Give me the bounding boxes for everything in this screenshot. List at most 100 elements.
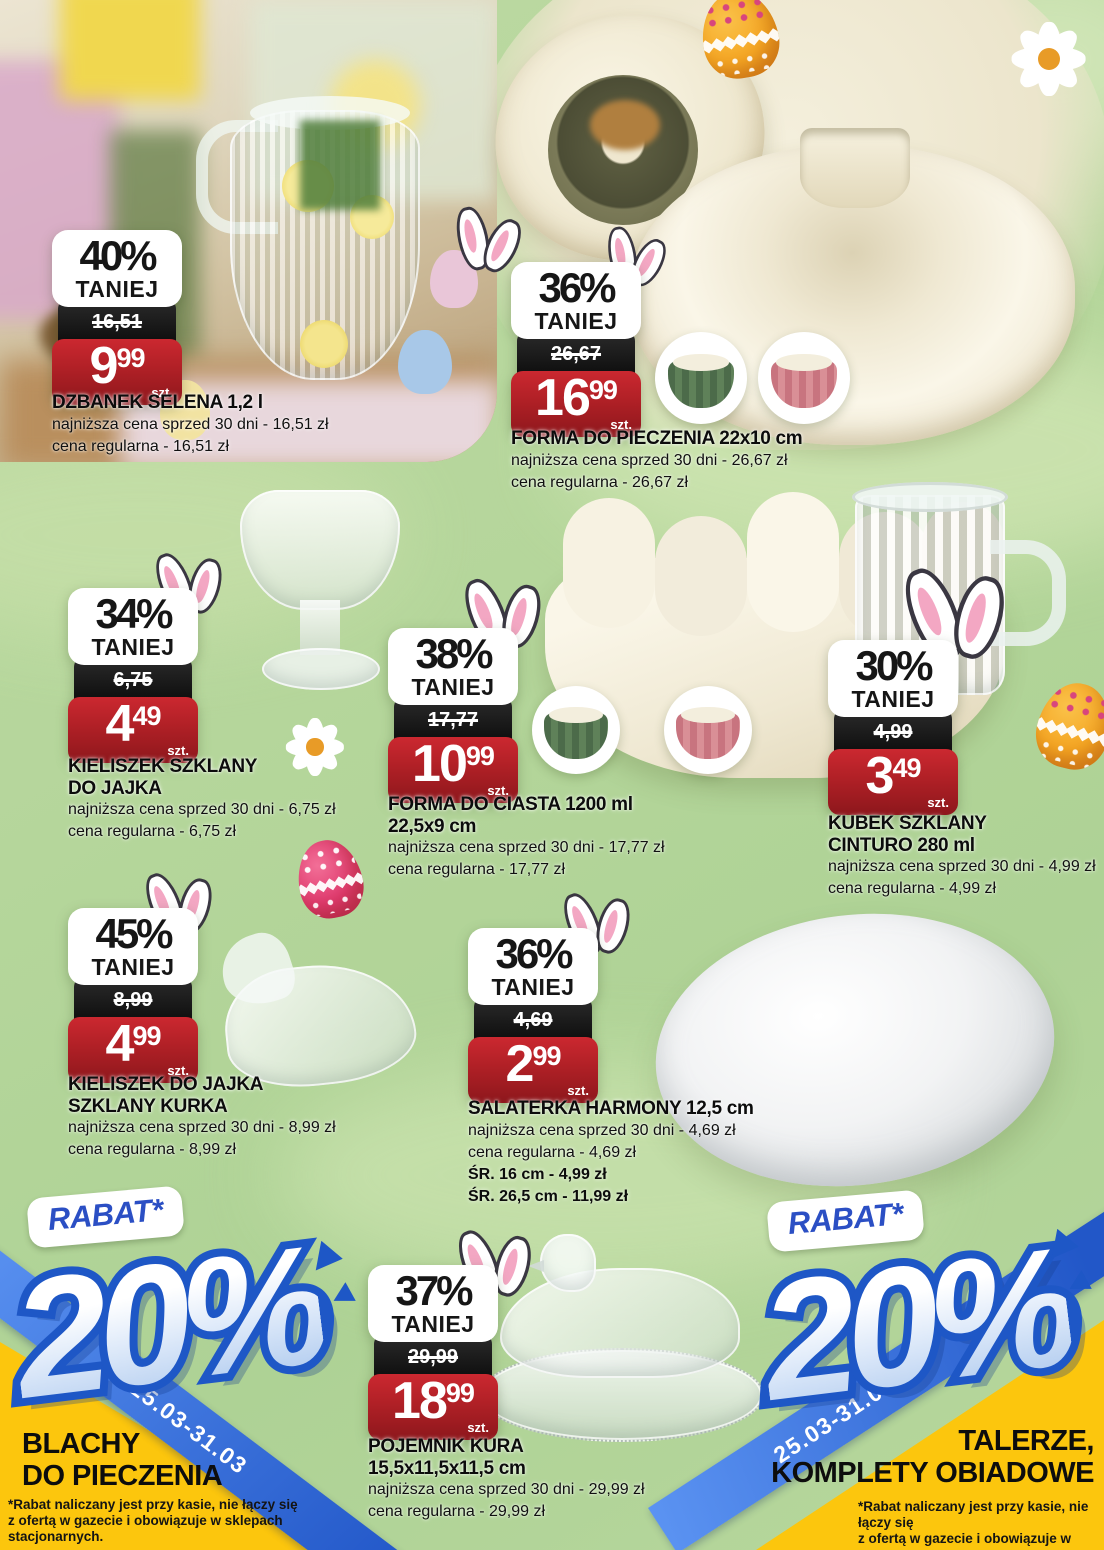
promo-percent-right: 20% 20% <box>744 1204 1087 1444</box>
discount-card: 36% TANIEJ <box>468 928 598 1005</box>
size-price-note: ŚR. 26,5 cm - 11,99 zł <box>468 1187 629 1205</box>
photo-mint-leaves <box>300 120 380 210</box>
old-price-value: 17,77 <box>427 708 479 731</box>
disclaimer-line: z ofertą w gazecie i obowiązuje w sklepa… <box>858 1531 1072 1550</box>
disclaimer-line: *Rabat naliczany jest przy kasie, nie łą… <box>8 1497 298 1512</box>
photo-daffodil-flower <box>60 0 200 100</box>
promo-percent-left: 20% 20% <box>0 1202 339 1442</box>
price-zl: 18 <box>392 1371 448 1430</box>
discount-word: TANIEJ <box>411 673 495 700</box>
discount-percent: 40% <box>79 232 157 279</box>
discount-word: TANIEJ <box>91 953 175 980</box>
cake-form-lobe <box>655 516 748 636</box>
discount-word: TANIEJ <box>91 633 175 660</box>
product-name: KIELISZEK SZKLANY <box>68 756 258 777</box>
discount-word: TANIEJ <box>851 685 935 712</box>
category-line: BLACHY <box>22 1428 140 1460</box>
discount-word: TANIEJ <box>75 275 159 302</box>
discount-card: 34% TANIEJ <box>68 588 198 665</box>
discount-badge-forma-ciasta: 38% TANIEJ 17,77 10 99 szt. <box>388 628 518 804</box>
product-info-kurka: KIELISZEK DO JAJKA SZKLANY KURKA najniżs… <box>68 1074 388 1161</box>
old-price-value: 4,69 <box>513 1008 553 1031</box>
bundt-pink-inset <box>758 332 850 424</box>
green-flute <box>667 353 735 409</box>
easter-egg-decor <box>290 834 370 924</box>
price-gr: 49 <box>892 752 921 783</box>
cake-form-pink-inset <box>664 686 752 774</box>
price-zl: 4 <box>105 694 135 753</box>
old-price-value: 8,99 <box>113 988 153 1011</box>
regular-price-note: cena regularna - 26,67 zł <box>511 473 688 491</box>
price-gr: 99 <box>445 1377 475 1408</box>
bundt-green-inset <box>655 332 747 424</box>
egg-cup-photo-bowl <box>240 490 400 610</box>
disclaimer-line: z ofertą w gazecie i obowiązuje w sklepa… <box>8 1513 283 1529</box>
category-line: DO PIECZENIA <box>22 1460 223 1493</box>
product-name: 15,5x11,5x11,5 cm <box>368 1457 526 1479</box>
product-info-forma-pieczenia: FORMA DO PIECZENIA 22x10 cm najniższa ce… <box>511 428 931 494</box>
discount-percent: 38% <box>415 630 493 677</box>
daisy-center <box>1037 47 1061 71</box>
product-info-dzbanek: DZBANEK SELENA 1,2 l najniższa cena sprz… <box>52 392 482 458</box>
lowest-price-note: najniższa cena sprzed 30 dni - 4,69 zł <box>468 1121 736 1139</box>
old-price-value: 4,99 <box>873 720 913 743</box>
hen-container-photo <box>470 1234 770 1448</box>
cake-form-lobe <box>747 492 840 632</box>
product-name: DO JAJKA <box>68 777 162 799</box>
regular-price-note: cena regularna - 8,99 zł <box>68 1141 237 1159</box>
discount-card: 36% TANIEJ <box>511 262 641 339</box>
discount-badge-kieliszek: 34% TANIEJ 6,75 4 49 szt. <box>68 588 198 764</box>
price-zl: 10 <box>412 734 468 793</box>
discount-card: 40% TANIEJ <box>52 230 182 307</box>
lowest-price-note: najniższa cena sprzed 30 dni - 6,75 zł <box>68 801 336 819</box>
green-flute <box>544 706 608 760</box>
discount-percent: 36% <box>495 930 573 977</box>
discount-card: 38% TANIEJ <box>388 628 518 705</box>
regular-price-note: cena regularna - 4,69 zł <box>468 1143 637 1161</box>
daisy-decor <box>1012 22 1086 96</box>
product-name: 22,5x9 cm <box>388 815 477 837</box>
discount-word: TANIEJ <box>391 1310 475 1337</box>
lowest-price-note: najniższa cena sprzed 30 dni - 29,99 zł <box>368 1481 645 1499</box>
price-zl: 3 <box>865 746 895 805</box>
rabat-label: RABAT* <box>786 1196 905 1241</box>
discount-badge-forma-pieczenia: 36% TANIEJ 26,67 16 99 szt. <box>511 262 641 438</box>
discount-badge-kurka: 45% TANIEJ 8,99 4 99 szt. <box>68 908 198 1084</box>
price-gr: 99 <box>116 342 145 373</box>
daisy-decor <box>286 718 344 776</box>
current-price: 4 49 szt. <box>68 694 198 764</box>
product-name: SALATERKA HARMONY 12,5 cm <box>468 1098 754 1119</box>
current-price: 9 99 szt. <box>52 338 182 406</box>
discount-card: 45% TANIEJ <box>68 908 198 985</box>
bundt-pan-tube <box>800 128 910 208</box>
discount-badge-dzbanek: 40% TANIEJ 16,51 9 99 szt. <box>52 230 182 406</box>
cake-form-green-inset <box>532 686 620 774</box>
lowest-price-note: najniższa cena sprzed 30 dni - 17,77 zł <box>388 839 665 857</box>
product-name: POJEMNIK KURA <box>368 1436 524 1457</box>
current-price: 16 99 szt. <box>511 370 641 438</box>
discount-word: TANIEJ <box>534 307 618 334</box>
product-info-salaterka: SALATERKA HARMONY 12,5 cm najniższa cena… <box>468 1098 828 1208</box>
unit-label: szt. <box>927 795 949 811</box>
current-price: 10 99 szt. <box>388 734 518 804</box>
unit-label: szt. <box>487 783 509 799</box>
daisy-center <box>306 738 324 756</box>
spark-decor <box>331 1282 360 1312</box>
discount-percent: 34% <box>95 590 173 637</box>
product-info-forma-ciasta: FORMA DO CIASTA 1200 ml 22,5x9 cm najniż… <box>388 794 748 881</box>
discount-percent: 36% <box>538 264 616 311</box>
discount-card: 30% TANIEJ <box>828 640 958 717</box>
old-price-value: 6,75 <box>113 668 153 691</box>
product-name: FORMA DO PIECZENIA 22x10 cm <box>511 428 803 449</box>
egg-cup-photo-foot <box>262 648 380 690</box>
photo-lemon-slice <box>300 320 348 368</box>
price-gr: 99 <box>132 1020 161 1051</box>
discount-badge-kubek: 30% TANIEJ 4,99 3 49 szt. <box>828 640 958 816</box>
category-line: TALERZE, <box>958 1425 1094 1457</box>
discount-card: 37% TANIEJ <box>368 1265 498 1342</box>
product-info-kubek: KUBEK SZKLANY CINTURO 280 ml najniższa c… <box>828 813 1098 900</box>
unit-label: szt. <box>151 385 173 401</box>
current-price: 4 99 szt. <box>68 1016 198 1084</box>
bundt-label-bread <box>590 100 660 150</box>
